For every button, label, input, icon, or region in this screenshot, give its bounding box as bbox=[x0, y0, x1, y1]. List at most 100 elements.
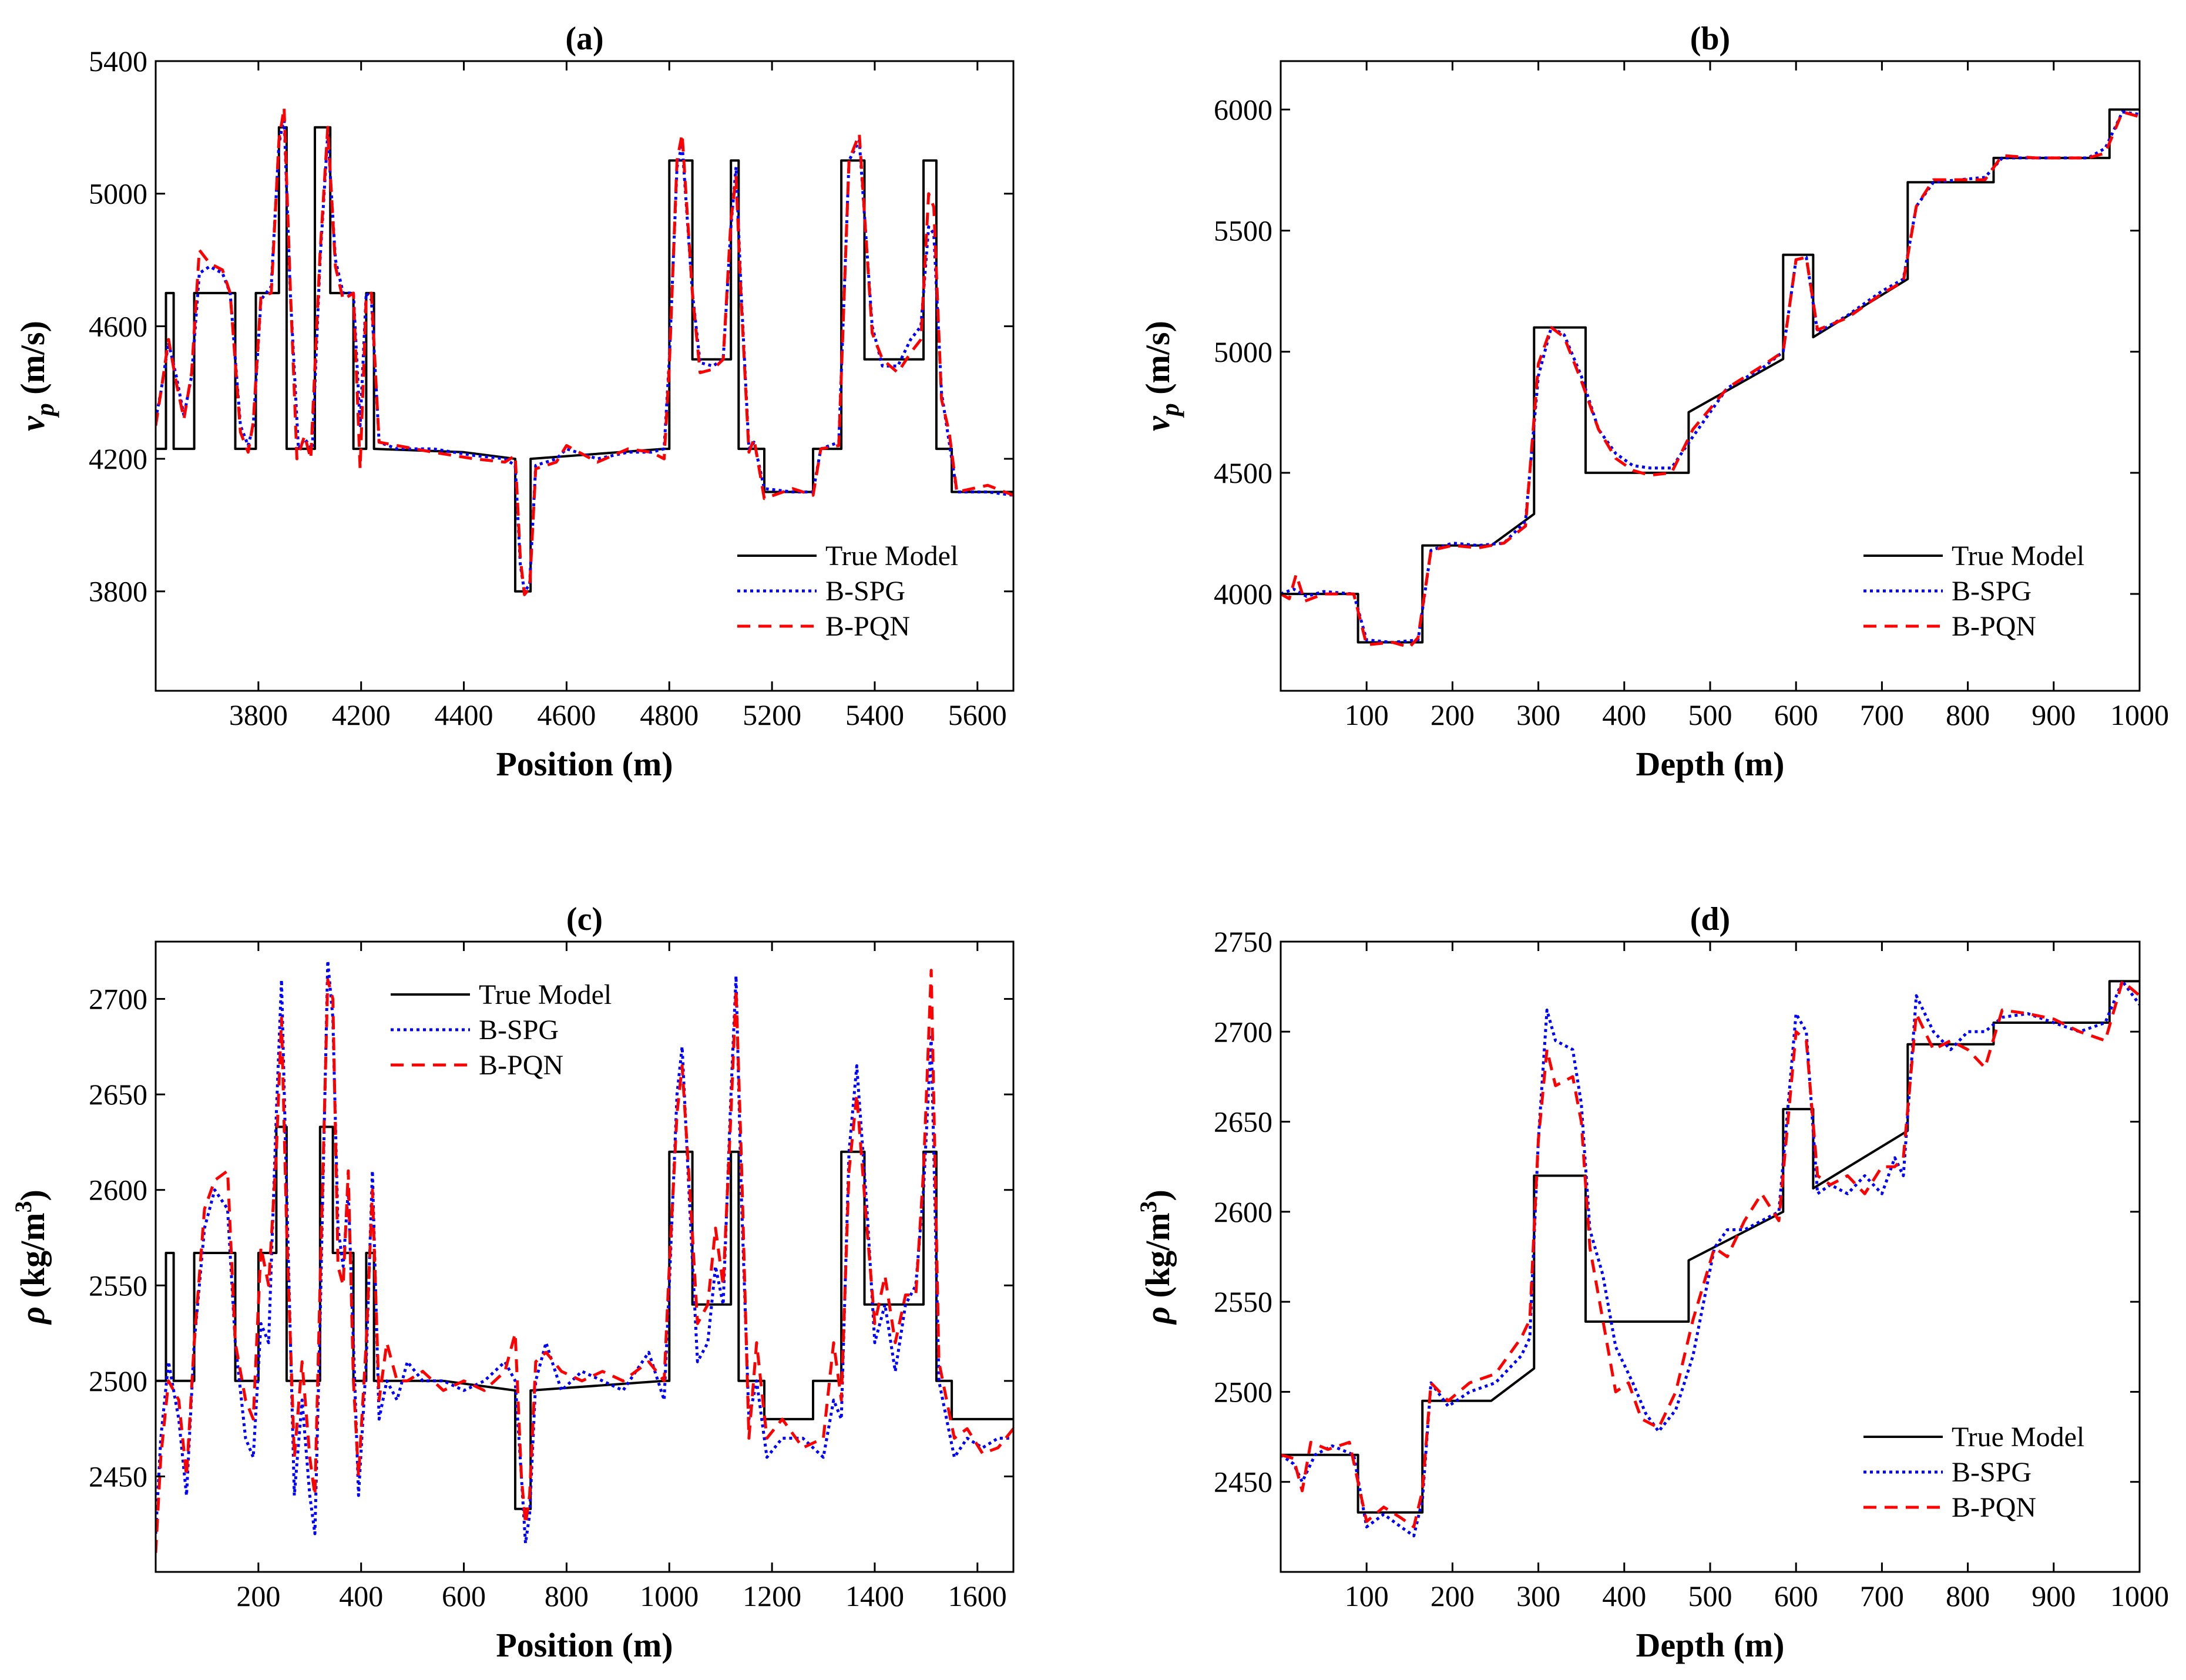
y-tick-label: 2750 bbox=[1214, 925, 1272, 958]
series-line-b-spg bbox=[156, 959, 1013, 1545]
x-tick-label: 200 bbox=[1431, 698, 1475, 731]
x-tick-label: 200 bbox=[236, 1580, 280, 1612]
legend-label-true-model: True Model bbox=[1952, 540, 2084, 572]
x-tick-label: 1000 bbox=[2110, 1580, 2169, 1612]
x-tick-label: 400 bbox=[1602, 1580, 1646, 1612]
y-tick-label: 2650 bbox=[1214, 1106, 1272, 1138]
x-tick-label: 700 bbox=[1860, 698, 1904, 731]
x-tick-label: 4600 bbox=[537, 698, 596, 731]
legend-label-true-model: True Model bbox=[825, 540, 958, 572]
legend-label-b-pqn: B-PQN bbox=[825, 611, 910, 642]
series-line-b-pqn bbox=[1281, 979, 2140, 1528]
y-axis-unit: (kg/m bbox=[1139, 1212, 1177, 1306]
y-tick-label: 2700 bbox=[89, 983, 147, 1016]
y-axis-label: ρ (kg/m3) bbox=[10, 1190, 52, 1325]
y-axis-subscript: p bbox=[1156, 403, 1184, 418]
y-tick-label: 5500 bbox=[1214, 214, 1272, 247]
series-line-b-spg bbox=[1281, 110, 2140, 644]
x-tick-label: 800 bbox=[1946, 1580, 1990, 1612]
x-axis-label: Depth (m) bbox=[1636, 745, 1785, 783]
y-tick-label: 4200 bbox=[89, 442, 147, 475]
x-tick-label: 1200 bbox=[743, 1580, 801, 1612]
series-group bbox=[156, 106, 1013, 596]
y-tick-label: 2650 bbox=[89, 1078, 147, 1111]
series-line-b-pqn bbox=[156, 969, 1013, 1553]
y-axis-unit: (m/s) bbox=[14, 321, 52, 403]
x-tick-label: 4200 bbox=[332, 698, 391, 731]
x-tick-label: 1600 bbox=[948, 1580, 1007, 1612]
x-tick-label: 5400 bbox=[845, 698, 904, 731]
series-line-b-pqn bbox=[156, 106, 1013, 596]
y-axis-superscript: 3 bbox=[10, 1201, 36, 1212]
x-axis-label: Position (m) bbox=[496, 745, 673, 783]
y-axis-symbol: ρ bbox=[14, 1306, 52, 1325]
x-tick-label: 300 bbox=[1516, 698, 1560, 731]
x-tick-label: 400 bbox=[339, 1580, 383, 1612]
x-tick-label: 1000 bbox=[2110, 698, 2169, 731]
legend-label-true-model: True Model bbox=[479, 979, 612, 1010]
x-tick-label: 500 bbox=[1688, 698, 1732, 731]
y-axis-unit-close: ) bbox=[14, 1190, 52, 1201]
series-group bbox=[1281, 108, 2140, 649]
panel-c: 200 400 600 800 1000 1200 1400 1600 2450 2500 2550… bbox=[10, 901, 1015, 1664]
x-tick-label: 100 bbox=[1345, 1580, 1389, 1612]
legend-label-b-spg: B-SPG bbox=[1952, 576, 2031, 607]
y-tick-label: 2500 bbox=[89, 1365, 147, 1397]
legend: True Model B-SPG B-PQN bbox=[1863, 1422, 2084, 1523]
y-axis-label: ρ (kg/m3) bbox=[1135, 1190, 1177, 1325]
x-tick-label: 800 bbox=[1946, 698, 1990, 731]
legend-label-b-spg: B-SPG bbox=[1952, 1457, 2031, 1488]
y-axis-label: vp (m/s) bbox=[1139, 321, 1184, 431]
y-tick-label: 5000 bbox=[1214, 335, 1272, 368]
x-tick-label: 3800 bbox=[229, 698, 288, 731]
x-tick-label: 1400 bbox=[845, 1580, 904, 1612]
y-tick-label: 2500 bbox=[1214, 1375, 1272, 1408]
y-tick-label: 6000 bbox=[1214, 93, 1272, 126]
x-tick-label: 700 bbox=[1860, 1580, 1904, 1612]
panel-title: (a) bbox=[565, 21, 603, 57]
y-axis-unit-close: ) bbox=[1139, 1190, 1177, 1201]
y-tick-label: 2450 bbox=[89, 1460, 147, 1493]
y-tick-label: 2700 bbox=[1214, 1015, 1272, 1048]
x-tick-label: 200 bbox=[1431, 1580, 1475, 1612]
x-tick-label: 1000 bbox=[640, 1580, 699, 1612]
y-axis-superscript: 3 bbox=[1135, 1201, 1161, 1212]
legend: True Model B-SPG B-PQN bbox=[391, 979, 612, 1081]
legend-label-b-spg: B-SPG bbox=[479, 1014, 559, 1046]
plot-frame bbox=[155, 60, 1015, 692]
y-axis-symbol: v bbox=[1139, 415, 1177, 431]
legend: True Model B-SPG B-PQN bbox=[737, 540, 958, 642]
panel-a: 3800 4200 4400 4600 4800 5200 5400 5600 3800 4200… bbox=[14, 21, 1015, 783]
x-tick-label: 100 bbox=[1345, 698, 1389, 731]
x-tick-label: 500 bbox=[1688, 1580, 1732, 1612]
plot-frame bbox=[155, 940, 1015, 1573]
y-tick-label: 2550 bbox=[89, 1269, 147, 1302]
y-axis-label: vp (m/s) bbox=[14, 321, 59, 431]
x-tick-label: 800 bbox=[545, 1580, 589, 1612]
x-tick-label: 600 bbox=[1774, 1580, 1818, 1612]
series-line-b-spg bbox=[1281, 979, 2140, 1538]
y-tick-label: 2550 bbox=[1214, 1285, 1272, 1318]
y-axis-symbol: v bbox=[14, 415, 52, 431]
x-tick-label: 5600 bbox=[948, 698, 1007, 731]
y-tick-label: 2450 bbox=[1214, 1466, 1272, 1498]
y-tick-label: 2600 bbox=[1214, 1195, 1272, 1228]
x-tick-label: 600 bbox=[442, 1580, 486, 1612]
legend-label-b-pqn: B-PQN bbox=[1952, 611, 2036, 642]
series-group bbox=[1281, 979, 2140, 1538]
y-tick-label: 4600 bbox=[89, 310, 147, 342]
legend: True Model B-SPG B-PQN bbox=[1863, 540, 2084, 642]
y-axis-symbol: ρ bbox=[1139, 1306, 1177, 1325]
y-tick-label: 4500 bbox=[1214, 456, 1272, 489]
panel-title: (c) bbox=[566, 901, 603, 938]
legend-label-b-spg: B-SPG bbox=[825, 576, 905, 607]
series-group bbox=[156, 959, 1013, 1553]
x-axis-label: Position (m) bbox=[496, 1626, 673, 1664]
y-tick-label: 5000 bbox=[89, 177, 147, 210]
legend-label-true-model: True Model bbox=[1952, 1422, 2084, 1453]
series-line-b-spg bbox=[156, 116, 1013, 593]
y-tick-label: 2600 bbox=[89, 1174, 147, 1207]
legend-label-b-pqn: B-PQN bbox=[1952, 1492, 2036, 1523]
y-axis-unit: (m/s) bbox=[1139, 321, 1177, 403]
